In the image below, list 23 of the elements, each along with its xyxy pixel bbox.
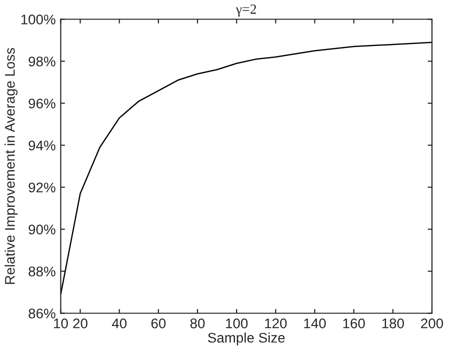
x-tick-label: 80 — [190, 318, 205, 328]
x-axis-title: Sample Size — [208, 332, 285, 346]
x-tick-label: 60 — [151, 318, 166, 328]
x-tick-label: 20 — [73, 318, 88, 328]
y-tick-label: 88% — [28, 266, 56, 276]
y-tick-label: 96% — [28, 98, 56, 108]
x-tick-label: 120 — [265, 318, 287, 328]
y-tick-label: 100% — [21, 14, 56, 24]
y-tick-label: 90% — [28, 224, 56, 234]
x-tick-label: 10 — [54, 318, 68, 328]
x-tick-label: 100 — [226, 318, 248, 328]
line-series — [60, 42, 432, 295]
y-tick-label: 86% — [28, 308, 56, 318]
y-axis-title: Relative Improvement in Average Loss — [4, 48, 18, 284]
x-tick-label: 200 — [421, 318, 444, 328]
y-tick-label: 92% — [28, 182, 56, 192]
x-tick-label: 160 — [343, 318, 365, 328]
chart-title: γ=2 — [236, 4, 256, 17]
y-tick-label: 94% — [28, 140, 56, 150]
x-tick-label: 40 — [112, 318, 127, 328]
x-tick-label: 140 — [304, 318, 326, 328]
y-tick-label: 98% — [28, 56, 56, 66]
x-tick-label: 180 — [382, 318, 404, 328]
